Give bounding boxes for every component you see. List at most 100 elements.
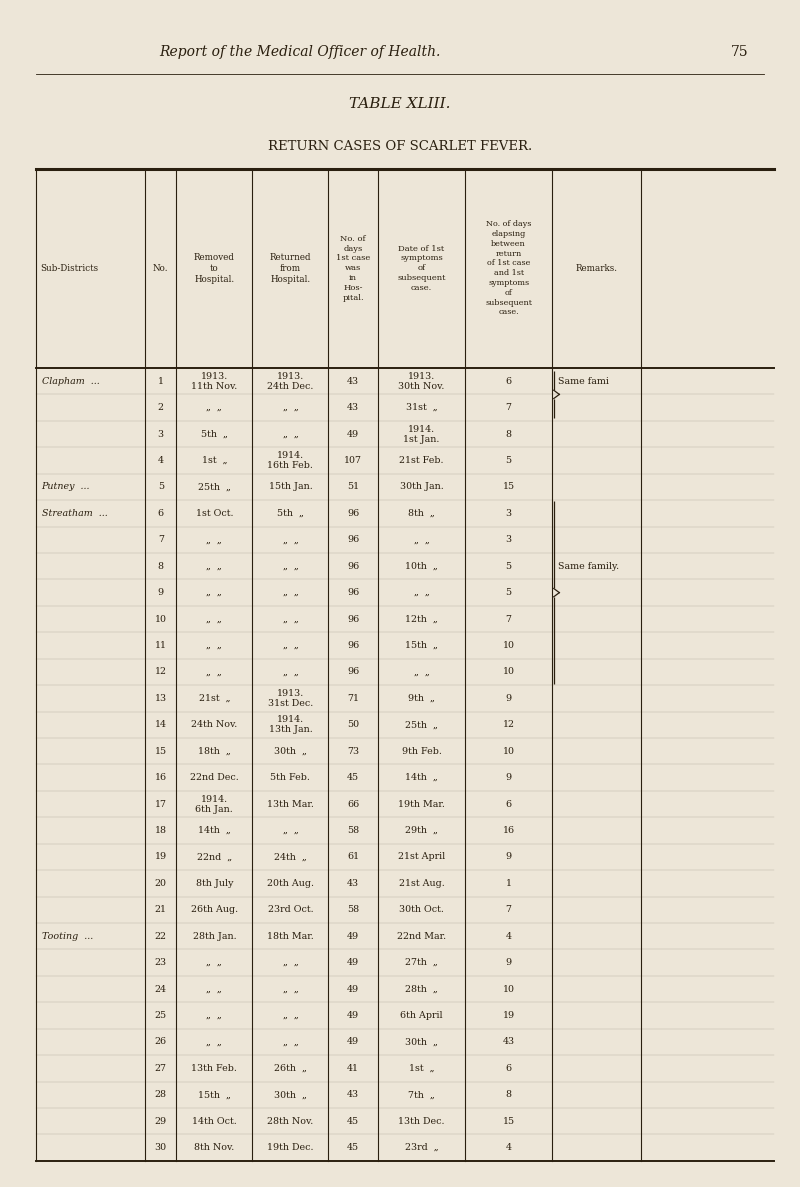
Text: Same fami: Same fami xyxy=(558,376,609,386)
Text: 13: 13 xyxy=(154,694,167,703)
Text: 49: 49 xyxy=(347,1011,359,1020)
Text: 28th  „: 28th „ xyxy=(405,984,438,994)
Text: 1913.
24th Dec.: 1913. 24th Dec. xyxy=(267,372,314,391)
Text: „  „: „ „ xyxy=(282,667,298,677)
Text: 22: 22 xyxy=(154,932,166,941)
Text: 1914.
16th Feb.: 1914. 16th Feb. xyxy=(267,451,314,470)
Text: 71: 71 xyxy=(347,694,359,703)
Text: 3: 3 xyxy=(506,509,512,518)
Text: „  „: „ „ xyxy=(206,615,222,623)
Text: Date of 1st
symptoms
of
subsequent
case.: Date of 1st symptoms of subsequent case. xyxy=(397,245,446,292)
Text: 5th Feb.: 5th Feb. xyxy=(270,773,310,782)
Text: 43: 43 xyxy=(347,878,359,888)
Text: 19th Dec.: 19th Dec. xyxy=(267,1143,314,1153)
Text: 8: 8 xyxy=(506,1091,511,1099)
Text: 24th  „: 24th „ xyxy=(274,852,306,862)
Text: 26th Aug.: 26th Aug. xyxy=(190,906,238,914)
Text: 1: 1 xyxy=(158,376,164,386)
Text: 45: 45 xyxy=(347,773,359,782)
Text: 6: 6 xyxy=(506,800,512,808)
Text: „  „: „ „ xyxy=(282,1037,298,1047)
Text: 45: 45 xyxy=(347,1143,359,1153)
Text: „  „: „ „ xyxy=(282,588,298,597)
Text: 9th  „: 9th „ xyxy=(408,694,435,703)
Text: „  „: „ „ xyxy=(414,588,430,597)
Text: 1913.
11th Nov.: 1913. 11th Nov. xyxy=(191,372,238,391)
Text: „  „: „ „ xyxy=(282,615,298,623)
Text: No. of
days
1st case
was
in
Hos-
pital.: No. of days 1st case was in Hos- pital. xyxy=(336,235,370,301)
Text: 41: 41 xyxy=(347,1064,359,1073)
Text: 8th Nov.: 8th Nov. xyxy=(194,1143,234,1153)
Text: 45: 45 xyxy=(347,1117,359,1125)
Text: 61: 61 xyxy=(347,852,359,862)
Text: 66: 66 xyxy=(347,800,359,808)
Text: 5: 5 xyxy=(506,588,512,597)
Text: 9: 9 xyxy=(506,773,512,782)
Text: 9th Feb.: 9th Feb. xyxy=(402,747,442,756)
Text: 15th  „: 15th „ xyxy=(405,641,438,650)
Text: 14th  „: 14th „ xyxy=(405,773,438,782)
Text: 7: 7 xyxy=(506,615,511,623)
Text: Clapham  ...: Clapham ... xyxy=(42,376,99,386)
Text: 12th  „: 12th „ xyxy=(405,615,438,623)
Text: 50: 50 xyxy=(347,721,359,729)
Text: 7: 7 xyxy=(158,535,164,545)
Text: 30th  „: 30th „ xyxy=(274,1091,307,1099)
Text: 25th  „: 25th „ xyxy=(405,721,438,729)
Text: 1913.
31st Dec.: 1913. 31st Dec. xyxy=(268,688,313,707)
Text: „  „: „ „ xyxy=(206,588,222,597)
Text: 15: 15 xyxy=(154,747,167,756)
Text: „  „: „ „ xyxy=(206,1037,222,1047)
Text: 2: 2 xyxy=(158,404,164,412)
Text: TABLE XLIII.: TABLE XLIII. xyxy=(350,97,450,112)
Text: 96: 96 xyxy=(347,615,359,623)
Text: 1st Oct.: 1st Oct. xyxy=(195,509,233,518)
Text: „  „: „ „ xyxy=(206,958,222,967)
Text: 29: 29 xyxy=(154,1117,167,1125)
Text: 21st April: 21st April xyxy=(398,852,445,862)
Text: 7: 7 xyxy=(506,906,511,914)
Text: 14: 14 xyxy=(154,721,166,729)
Text: 73: 73 xyxy=(347,747,359,756)
Text: 1914.
6th Jan.: 1914. 6th Jan. xyxy=(195,794,233,813)
Text: 49: 49 xyxy=(347,1037,359,1047)
Text: 6th April: 6th April xyxy=(400,1011,442,1020)
Text: „  „: „ „ xyxy=(282,535,298,545)
Text: 23: 23 xyxy=(154,958,167,967)
Text: No.: No. xyxy=(153,264,169,273)
Text: 9: 9 xyxy=(506,694,512,703)
Text: „  „: „ „ xyxy=(282,404,298,412)
Text: „  „: „ „ xyxy=(414,667,430,677)
Text: 43: 43 xyxy=(347,376,359,386)
Text: 14th  „: 14th „ xyxy=(198,826,230,834)
Text: 27: 27 xyxy=(154,1064,166,1073)
Text: 22nd Mar.: 22nd Mar. xyxy=(397,932,446,941)
Text: 27th  „: 27th „ xyxy=(405,958,438,967)
Text: 10: 10 xyxy=(502,641,514,650)
Text: 8th  „: 8th „ xyxy=(408,509,435,518)
Text: 18: 18 xyxy=(154,826,166,834)
Text: 24th Nov.: 24th Nov. xyxy=(191,721,238,729)
Text: 16: 16 xyxy=(502,826,514,834)
Text: 10th  „: 10th „ xyxy=(405,561,438,571)
Text: 96: 96 xyxy=(347,667,359,677)
Text: 13th Feb.: 13th Feb. xyxy=(191,1064,238,1073)
Text: 8: 8 xyxy=(506,430,511,438)
Text: 15th  „: 15th „ xyxy=(198,1091,230,1099)
Text: „  „: „ „ xyxy=(282,641,298,650)
Text: Returned
from
Hospital.: Returned from Hospital. xyxy=(270,253,311,284)
Text: 30th Jan.: 30th Jan. xyxy=(399,482,443,491)
Text: 3: 3 xyxy=(506,535,512,545)
Text: 30th Oct.: 30th Oct. xyxy=(399,906,444,914)
Text: „  „: „ „ xyxy=(414,535,430,545)
Text: „  „: „ „ xyxy=(282,430,298,438)
Text: 21st  „: 21st „ xyxy=(198,694,230,703)
Text: „  „: „ „ xyxy=(206,641,222,650)
Text: 8: 8 xyxy=(158,561,164,571)
Text: 9: 9 xyxy=(158,588,164,597)
Text: 19: 19 xyxy=(154,852,167,862)
Text: Putney  ...: Putney ... xyxy=(42,482,90,491)
Text: 4: 4 xyxy=(158,456,164,465)
Text: 26: 26 xyxy=(154,1037,167,1047)
Text: Report of the Medical Officer of Health.: Report of the Medical Officer of Health. xyxy=(159,45,441,59)
